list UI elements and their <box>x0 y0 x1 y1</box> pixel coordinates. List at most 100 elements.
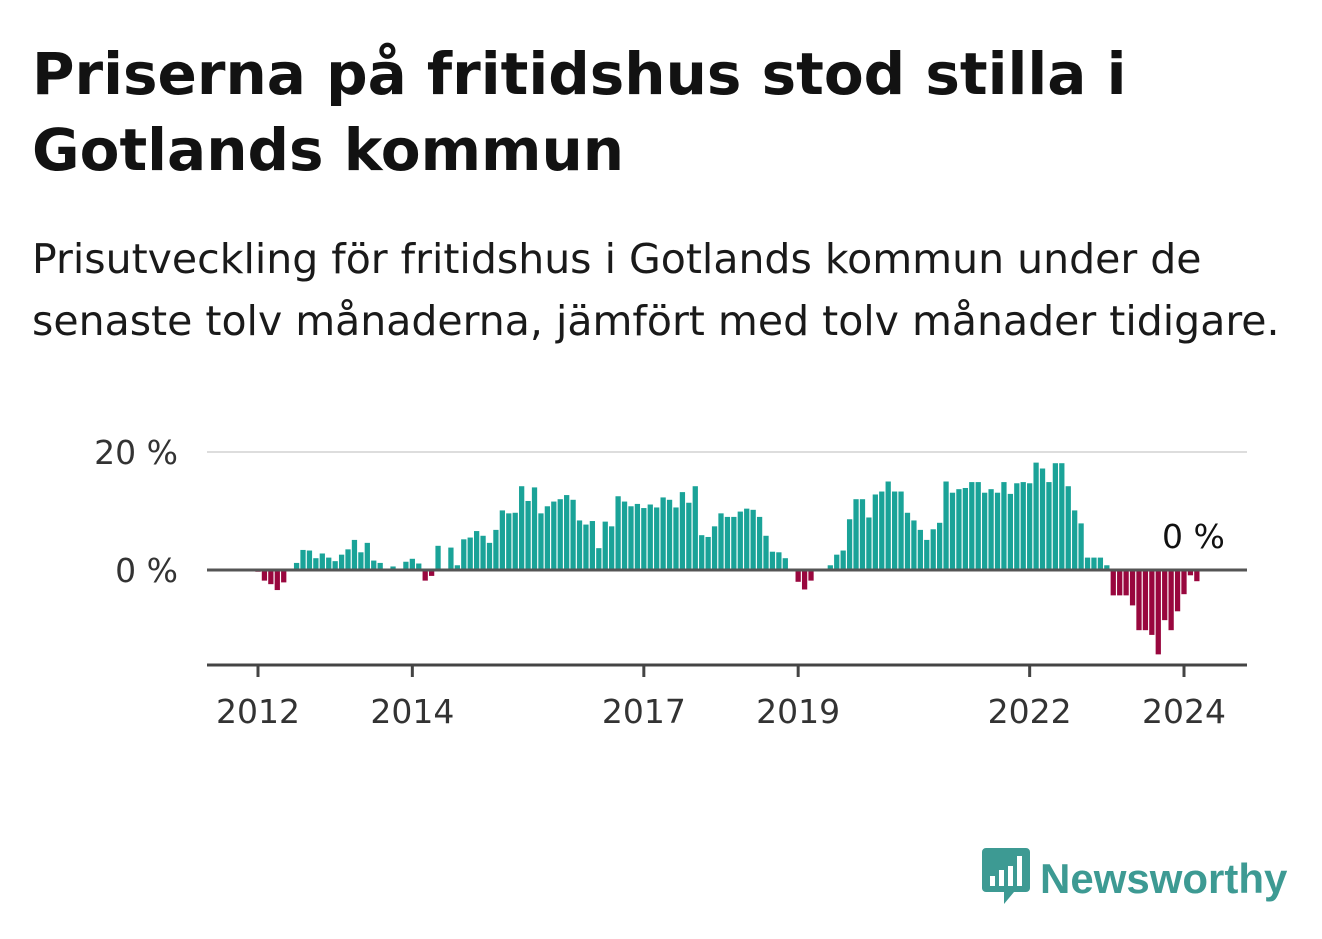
bar <box>769 551 776 570</box>
bar <box>319 553 325 570</box>
bar <box>1014 483 1020 570</box>
bar <box>300 549 306 570</box>
bar <box>409 558 415 570</box>
bar <box>1020 482 1026 570</box>
bar <box>403 561 409 570</box>
bar <box>371 560 377 570</box>
bar <box>1110 570 1116 596</box>
bar <box>1046 482 1052 570</box>
bar <box>763 535 769 570</box>
bar <box>776 552 782 570</box>
bar <box>872 494 878 570</box>
bar <box>390 566 396 570</box>
bar <box>1097 557 1104 570</box>
bar <box>988 489 994 570</box>
bar <box>666 499 673 570</box>
newsworthy-logo: Newsworthy <box>982 848 1287 910</box>
bar <box>975 482 981 570</box>
bar <box>930 529 936 570</box>
bar <box>686 502 692 570</box>
bar <box>1072 510 1078 570</box>
bar <box>827 565 833 570</box>
bar <box>937 522 943 570</box>
bar <box>699 535 705 570</box>
bar <box>615 496 621 570</box>
bar <box>416 563 422 570</box>
bar <box>801 570 808 590</box>
bar <box>634 503 641 570</box>
bar <box>589 521 596 570</box>
x-tick-label: 2012 <box>216 692 300 731</box>
bar <box>737 511 743 570</box>
bar <box>943 481 949 570</box>
bar <box>531 487 538 570</box>
bar <box>576 520 583 570</box>
bar <box>1001 482 1007 570</box>
bar <box>609 526 615 570</box>
bar <box>673 507 679 570</box>
bar <box>628 506 634 570</box>
bar <box>1149 570 1155 635</box>
bar <box>519 486 525 570</box>
bar <box>1142 570 1149 631</box>
bar <box>1039 468 1046 570</box>
bar <box>486 542 493 570</box>
bar <box>885 481 891 570</box>
bar <box>338 554 345 570</box>
bar <box>982 492 988 570</box>
bar <box>422 570 428 581</box>
bar <box>467 537 473 570</box>
bar <box>493 529 499 570</box>
bar <box>448 547 454 570</box>
bar <box>358 552 364 570</box>
bar <box>512 512 518 570</box>
bar <box>711 526 718 570</box>
bar <box>647 504 653 570</box>
bar <box>692 486 698 570</box>
bar <box>866 517 872 570</box>
bar <box>969 482 975 570</box>
bar <box>332 561 338 570</box>
bar <box>1027 483 1033 570</box>
bar <box>1194 570 1200 582</box>
bar <box>898 491 904 570</box>
bar <box>1117 570 1123 596</box>
bar <box>268 570 274 585</box>
newsworthy-icon <box>982 848 1030 904</box>
bar <box>1091 557 1097 570</box>
latest-value-label: 0 % <box>1162 517 1225 556</box>
bar <box>281 570 287 583</box>
brand-name: Newsworthy <box>1040 855 1288 902</box>
bar <box>345 549 351 570</box>
bar <box>506 513 512 570</box>
bar <box>891 491 898 570</box>
bar <box>756 516 763 570</box>
bar <box>306 550 313 570</box>
bar <box>834 554 840 570</box>
bar <box>261 570 268 581</box>
bar <box>1033 462 1039 570</box>
bar <box>718 513 724 570</box>
bar <box>1174 570 1181 612</box>
bar <box>602 521 608 570</box>
bar <box>274 570 280 591</box>
bar <box>1162 570 1168 621</box>
chart-subtitle: Prisutveckling för fritidshus i Gotlands… <box>32 235 1280 345</box>
bar <box>583 524 589 570</box>
bar <box>679 492 686 570</box>
bar <box>853 499 859 570</box>
bar <box>461 539 467 570</box>
bar <box>525 500 531 570</box>
bar <box>454 565 460 570</box>
bar <box>904 512 911 570</box>
bar <box>435 545 441 570</box>
bar <box>705 536 711 570</box>
bar <box>596 548 602 570</box>
bar <box>1052 463 1059 570</box>
bar <box>654 507 660 570</box>
chart-title: Priserna på fritidshus stod stilla i Got… <box>32 40 1127 184</box>
bar <box>846 519 853 570</box>
bar-chart: 0 % 20 % 2012 2014 2017 2019 2022 2024 0 % <box>94 433 1247 731</box>
bar <box>1059 463 1065 570</box>
bar <box>924 539 930 570</box>
